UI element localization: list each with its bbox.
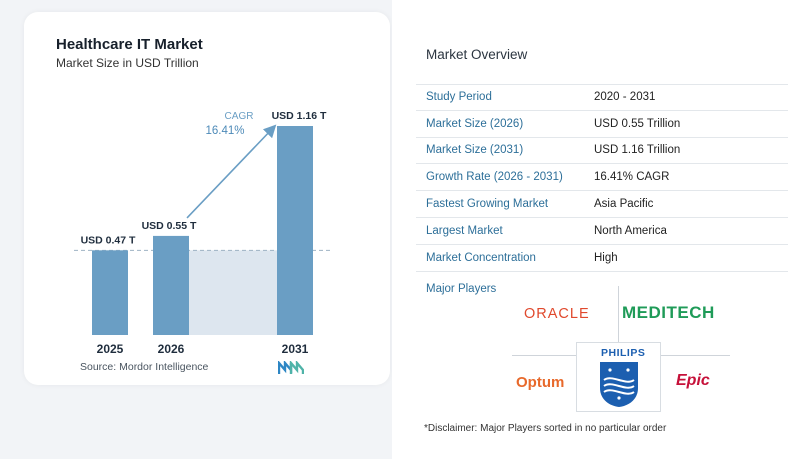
bar-data-label: USD 1.16 T — [272, 110, 327, 122]
overview-value: Asia Pacific — [594, 198, 654, 211]
chart-subtitle: Market Size in USD Trillion — [56, 56, 199, 70]
overview-value: High — [594, 251, 618, 264]
cagr-value: 16.41% — [205, 125, 244, 137]
overview-row: Market Concentration High — [416, 245, 788, 272]
overview-row: Market Size (2031) USD 1.16 Trillion — [416, 138, 788, 165]
overview-row: Fastest Growing Market Asia Pacific — [416, 191, 788, 218]
overview-label: Market Size (2026) — [426, 117, 524, 130]
overview-row: Largest Market North America — [416, 218, 788, 245]
reference-band — [189, 250, 277, 335]
overview-row: Growth Rate (2026 - 2031) 16.41% CAGR — [416, 164, 788, 192]
chart-source: Source: Mordor Intelligence — [80, 361, 209, 373]
bar-data-label: USD 0.55 T — [142, 220, 197, 232]
x-tick-label: 2026 — [158, 342, 185, 356]
overview-value: North America — [594, 224, 667, 237]
overview-title: Market Overview — [426, 47, 528, 62]
overview-value: USD 1.16 Trillion — [594, 144, 681, 157]
cagr-label: CAGR — [225, 111, 254, 122]
overview-label: Fastest Growing Market — [426, 198, 549, 211]
major-players-title: Major Players — [426, 283, 497, 295]
overview-row: Study Period 2020 - 2031 — [416, 84, 788, 111]
bar-data-label: USD 0.47 T — [81, 234, 136, 246]
cagr-arrow — [186, 124, 277, 219]
overview-value: 2020 - 2031 — [594, 91, 656, 104]
x-tick-label: 2025 — [97, 342, 124, 356]
overview-label: Largest Market — [426, 224, 503, 237]
overview-row: Market Size (2026) USD 0.55 Trillion — [416, 111, 788, 138]
bar — [277, 126, 313, 335]
mordor-intelligence-logo-icon — [278, 361, 304, 374]
chart-title: Healthcare IT Market — [56, 36, 203, 53]
bar-chart: USD 0.47 T 2025 USD 0.55 T 2026 USD 1.16 T 20… — [74, 110, 330, 356]
bar — [153, 235, 189, 335]
overview-label: Market Concentration — [426, 251, 536, 264]
bar — [92, 250, 128, 335]
x-tick-label: 2031 — [282, 342, 309, 356]
overview-table: Study Period 2020 - 2031 Market Size (20… — [416, 84, 788, 272]
overview-label: Growth Rate (2026 - 2031) — [426, 171, 563, 184]
overview-value: 16.41% CAGR — [594, 171, 670, 184]
overview-label: Market Size (2031) — [426, 144, 524, 157]
overview-label: Study Period — [426, 91, 492, 104]
overview-value: USD 0.55 Trillion — [594, 117, 681, 130]
disclaimer: *Disclaimer: Major Players sorted in no … — [424, 423, 667, 434]
